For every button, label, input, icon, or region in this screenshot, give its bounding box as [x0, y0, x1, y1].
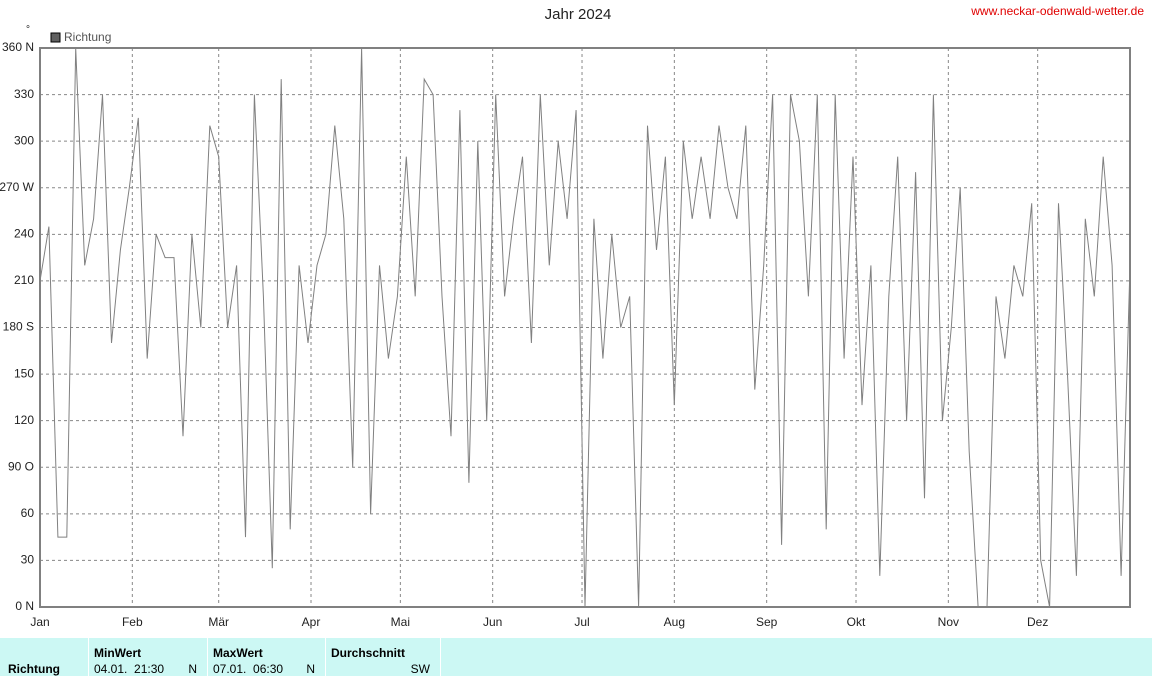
- y-tick-label: 90 O: [8, 459, 34, 473]
- x-tick-label: Mai: [391, 615, 410, 629]
- y-tick-label: 330: [14, 87, 34, 101]
- direction: SW: [410, 662, 430, 676]
- y-tick-label: 30: [21, 553, 35, 567]
- col-header: MaxWert: [213, 646, 263, 660]
- y-tick-label: 360 N: [2, 40, 34, 54]
- y-tick-label: 60: [21, 506, 35, 520]
- legend-swatch: [50, 32, 61, 43]
- site-link[interactable]: www.neckar-odenwald-wetter.de: [970, 4, 1144, 18]
- col-header: MinWert: [94, 646, 142, 660]
- avg-cell: Durchschnitt SW: [325, 638, 441, 676]
- time: 07.01. 06:30: [213, 662, 284, 676]
- row-label-cell: Richtung: [0, 638, 88, 676]
- x-tick-label: Feb: [122, 615, 143, 629]
- x-tick-label: Apr: [302, 615, 321, 629]
- x-tick-label: Sep: [756, 615, 778, 629]
- row-label: Richtung: [8, 662, 60, 676]
- y-tick-label: 150: [14, 366, 34, 380]
- series-line: [39, 47, 1131, 608]
- min-cell: MinWert 04.01. 21:30 N: [88, 638, 207, 676]
- x-tick-label: Okt: [847, 615, 866, 629]
- direction: N: [306, 662, 315, 676]
- chart-title: Jahr 2024: [545, 6, 612, 23]
- x-tick-label: Dez: [1027, 615, 1048, 629]
- legend-label: Richtung: [64, 30, 111, 44]
- summary-panel: Richtung MinWert 04.01. 21:30 N MaxWert 07.…: [0, 638, 1152, 676]
- x-tick-label: Mär: [208, 615, 229, 629]
- max-cell: MaxWert 07.01. 06:30 N: [207, 638, 325, 676]
- y-tick-label: 180 S: [3, 320, 34, 334]
- y-tick-label: 210: [14, 273, 34, 287]
- x-tick-label: Jul: [574, 615, 589, 629]
- direction: N: [188, 662, 197, 676]
- time: 04.01. 21:30: [94, 662, 165, 676]
- x-tick-label: Jun: [483, 615, 502, 629]
- y-unit: °: [26, 25, 30, 36]
- y-tick-label: 120: [14, 413, 34, 427]
- y-tick-label: 300: [14, 133, 34, 147]
- x-tick-label: Nov: [938, 615, 959, 629]
- y-tick-label: 270 W: [0, 180, 35, 194]
- y-tick-label: 0 N: [15, 599, 34, 613]
- col-header: Durchschnitt: [331, 646, 406, 660]
- y-tick-label: 240: [14, 227, 34, 241]
- x-tick-label: Jan: [30, 615, 49, 629]
- x-tick-label: Aug: [664, 615, 685, 629]
- chart: Jahr 2024 www.neckar-odenwald-wetter.de …: [0, 4, 1144, 629]
